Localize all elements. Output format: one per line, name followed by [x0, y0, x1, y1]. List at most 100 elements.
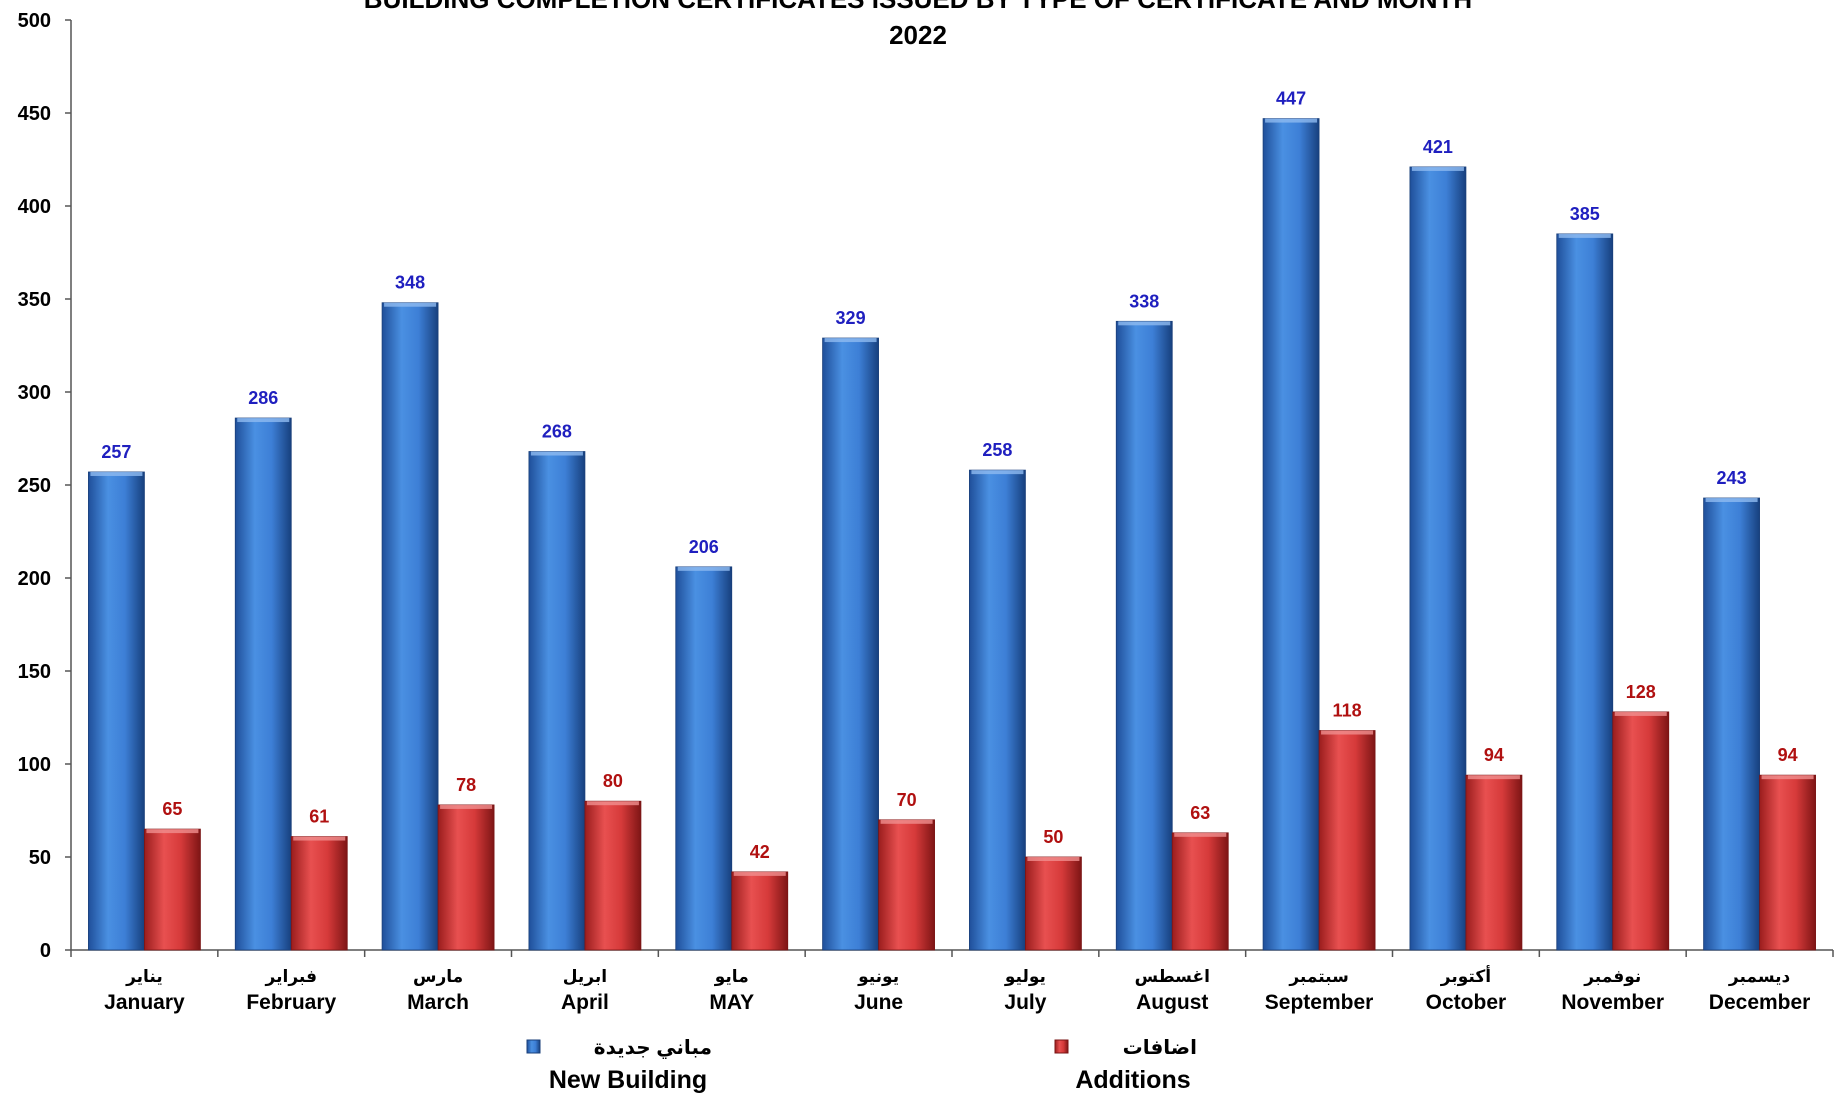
data-label-additions: 70: [897, 790, 917, 810]
data-label-new-building: 206: [689, 537, 719, 557]
y-tick-label: 350: [18, 289, 51, 311]
bar-additions-top: [1321, 730, 1374, 735]
bar-new-building-top: [824, 338, 877, 343]
data-label-additions: 128: [1626, 682, 1656, 702]
x-tick-label-ar: فبراير: [265, 967, 317, 987]
bar-additions: [584, 800, 642, 951]
data-label-new-building: 447: [1276, 89, 1306, 109]
x-tick-label-ar: مايو: [714, 967, 749, 987]
bar-new-building: [528, 451, 586, 951]
x-tick-label-ar: نوفمبر: [1583, 967, 1641, 987]
x-tick-label: June: [854, 991, 903, 1014]
bar-additions: [878, 819, 935, 951]
y-tick-label: 50: [29, 847, 51, 869]
x-tick-label: November: [1561, 991, 1664, 1014]
y-tick-label: 200: [18, 568, 51, 590]
bar-additions-top: [733, 871, 786, 876]
x-tick-label-ar: يوليو: [1004, 967, 1046, 987]
bar-new-building: [1115, 320, 1173, 951]
bar-new-building: [1262, 118, 1320, 951]
bar-new-building: [381, 302, 439, 951]
bar-additions: [1318, 730, 1376, 951]
data-label-additions: 61: [309, 807, 329, 827]
y-tick-label: 100: [18, 754, 51, 776]
data-label-additions: 50: [1043, 827, 1063, 847]
bar-new-building-top: [1705, 498, 1758, 503]
data-label-additions: 94: [1484, 745, 1504, 765]
legend-swatch: [526, 1039, 541, 1054]
legend-label: New Building: [549, 1066, 707, 1094]
data-label-additions: 118: [1333, 701, 1362, 721]
x-tick-label-ar: أكتوبر: [1440, 965, 1491, 987]
bar-additions-top: [1027, 857, 1080, 861]
bar-additions: [1759, 774, 1816, 951]
x-tick-label-ar: اغسطس: [1135, 967, 1210, 986]
bar-additions: [437, 804, 495, 951]
data-label-new-building: 421: [1423, 137, 1453, 157]
bar-additions-top: [440, 804, 493, 809]
x-tick-label-ar: ديسمبر: [1728, 967, 1791, 987]
data-label-additions: 94: [1778, 745, 1798, 765]
bar-new-building: [88, 471, 145, 951]
x-tick-label: MAY: [709, 991, 754, 1014]
bar-additions: [731, 871, 789, 951]
bar-new-building-top: [1118, 321, 1171, 326]
bar-additions: [1612, 711, 1670, 951]
bar-new-building: [675, 566, 733, 951]
y-tick-label: 450: [18, 103, 51, 125]
x-tick-label: October: [1426, 991, 1507, 1014]
bar-new-building: [1703, 497, 1760, 951]
y-tick-label: 150: [18, 661, 51, 683]
x-tick-label: April: [561, 991, 609, 1014]
bar-new-building-top: [1558, 233, 1611, 238]
y-axis: 0 50 100 150 200 250 300 350 400 450 500: [18, 10, 72, 962]
data-label-additions: 80: [603, 771, 623, 791]
data-label-additions: 42: [750, 842, 770, 862]
data-label-new-building: 348: [395, 273, 425, 293]
x-tick-label-ar: سبتمبر: [1288, 967, 1349, 987]
x-axis: يناير January فبراير February مارس March ابريل…: [70, 949, 1834, 1014]
data-label-new-building: 329: [836, 308, 866, 328]
bar-new-building-top: [90, 471, 143, 476]
bar-new-building: [822, 337, 879, 951]
chart-title-line2: 2022: [889, 20, 947, 50]
y-tick-label: 250: [18, 475, 51, 497]
x-tick-label: August: [1136, 991, 1208, 1014]
data-labels: 257 286 348 268 206 329 258 338 447 421 385 243 65 61…: [101, 89, 1797, 862]
bar-additions: [1025, 856, 1082, 951]
data-label-new-building: 338: [1129, 291, 1159, 311]
data-label-additions: 63: [1190, 803, 1210, 823]
bar-new-building-top: [1411, 166, 1464, 171]
bar-additions-top: [880, 819, 933, 824]
bars: [88, 118, 1816, 951]
data-label-new-building: 243: [1717, 468, 1747, 488]
legend-swatch: [1054, 1039, 1069, 1054]
bar-additions: [290, 836, 348, 951]
bar-additions-top: [146, 829, 199, 834]
legend-label-ar: مباني جديدة: [594, 1037, 712, 1060]
bar-new-building: [1409, 166, 1467, 951]
y-tick-label: 300: [18, 382, 51, 404]
bar-additions-top: [1761, 775, 1814, 780]
data-label-new-building: 286: [248, 388, 278, 408]
data-label-additions: 78: [456, 775, 476, 795]
x-tick-label: January: [104, 991, 185, 1014]
x-tick-label-ar: يناير: [125, 967, 163, 987]
x-tick-label-ar: يونيو: [857, 967, 899, 987]
bar-new-building-top: [677, 566, 730, 571]
data-label-new-building: 257: [101, 442, 131, 462]
x-tick-label: March: [407, 991, 469, 1014]
y-tick-label: 500: [18, 10, 51, 32]
data-label-additions: 65: [162, 799, 182, 819]
y-tick-label: 0: [40, 940, 51, 962]
bar-new-building-top: [384, 302, 437, 307]
bar-additions: [1171, 832, 1229, 951]
bar-additions-top: [1614, 711, 1667, 716]
bar-additions-top: [1467, 775, 1520, 780]
data-label-new-building: 258: [982, 440, 1012, 460]
x-tick-label: December: [1709, 991, 1811, 1014]
bar-additions-top: [293, 836, 346, 841]
bar-new-building: [1556, 233, 1614, 951]
x-tick-label-ar: مارس: [413, 967, 463, 986]
bar-additions-top: [1174, 832, 1227, 837]
